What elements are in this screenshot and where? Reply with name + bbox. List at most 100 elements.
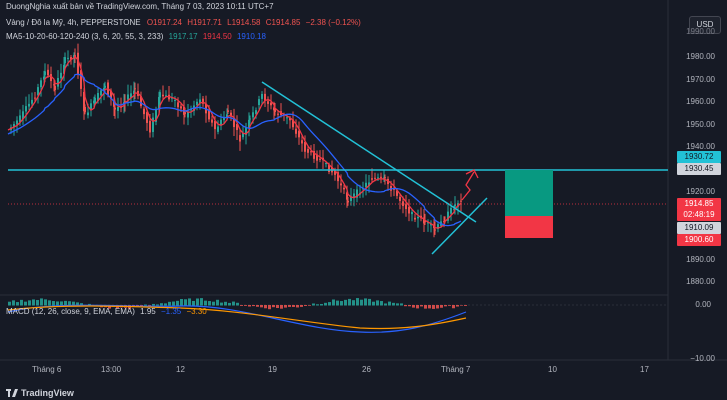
level-tag-mid: 1910.09 — [677, 222, 721, 234]
macd-histogram-bar — [80, 303, 83, 306]
macd-histogram-bar — [216, 299, 219, 306]
macd-histogram-bar — [400, 303, 403, 306]
candle-body — [393, 188, 395, 190]
macd-axis-label: 0.00 — [695, 300, 711, 309]
time-label: 12 — [176, 365, 185, 374]
descending-trendline — [261, 81, 477, 223]
macd-histogram-bar — [444, 305, 447, 307]
ma-indicator-legend[interactable]: MA5-10-20-60-120-240 (3, 6, 20, 55, 3, 2… — [6, 32, 266, 41]
candle-body — [214, 120, 216, 130]
candle-body — [450, 207, 452, 214]
candle-body — [443, 221, 445, 223]
macd-histogram-bar — [136, 305, 139, 306]
candle-body — [28, 103, 30, 107]
candle-body — [261, 93, 263, 99]
candle-body — [165, 95, 167, 97]
candle-body — [423, 217, 425, 224]
ma-value-3: 1910.18 — [236, 32, 266, 41]
macd-histogram-bar — [416, 305, 419, 309]
candle-body — [220, 119, 222, 126]
price-label: 1890.00 — [686, 255, 715, 264]
macd-histogram-bar — [248, 305, 251, 307]
open-value: O1917.24 — [146, 18, 182, 27]
candle-body — [230, 112, 232, 117]
macd-histogram-bar — [336, 300, 339, 306]
candle-body — [140, 96, 142, 107]
macd-histogram-bar — [376, 300, 379, 306]
candle-body — [337, 172, 339, 182]
candle-body — [356, 189, 358, 198]
macd-histogram-bar — [324, 302, 327, 306]
candle-body — [40, 80, 42, 88]
candle-body — [94, 97, 96, 104]
level-tag-high: 1930.72 — [677, 151, 721, 163]
tradingview-logo[interactable]: TradingView — [6, 388, 74, 398]
macd-histogram-bar — [184, 299, 187, 306]
candle-body — [90, 103, 92, 111]
macd-histogram-bar — [428, 305, 431, 309]
candle-body — [152, 117, 154, 132]
candle-body — [117, 106, 119, 111]
candle-body — [447, 211, 449, 221]
macd-histogram-bar — [148, 305, 151, 306]
macd-histogram-bar — [108, 305, 111, 309]
macd-histogram-bar — [368, 298, 371, 306]
macd-histogram-bar — [212, 301, 215, 306]
macd-histogram-bar — [360, 299, 363, 306]
candle-body — [396, 190, 398, 196]
candle-body — [444, 220, 446, 222]
candle-body — [307, 149, 309, 153]
macd-histogram-bar — [328, 302, 331, 306]
candle-body — [347, 200, 349, 203]
price-label: 1950.00 — [686, 120, 715, 129]
macd-legend[interactable]: MACD (12, 26, close, 9, EMA, EMA) 1.95 −… — [6, 307, 207, 316]
candle-body — [236, 124, 238, 131]
candle-body — [304, 142, 306, 152]
candle-body — [437, 224, 439, 229]
candle-body — [310, 151, 312, 153]
macd-histogram-bar — [320, 303, 323, 306]
macd-histogram-bar — [284, 305, 287, 308]
macd-histogram-bar — [356, 298, 359, 306]
macd-histogram-bar — [240, 305, 243, 306]
macd-histogram-bar — [316, 304, 319, 306]
change-value: −2.38 (−0.12%) — [305, 18, 361, 27]
candle-body — [233, 118, 235, 128]
candle-body — [295, 128, 297, 134]
macd-histogram-bar — [332, 299, 335, 306]
candle-body — [454, 204, 456, 207]
symbol-header[interactable]: Vàng / Đô la Mỹ, 4h, PEPPERSTONE O1917.2… — [6, 18, 361, 27]
macd-histogram-bar — [384, 303, 387, 306]
candle-body — [162, 94, 164, 97]
candle-body — [227, 110, 229, 112]
low-value: L1914.58 — [227, 18, 261, 27]
candle-body — [187, 112, 189, 118]
time-label: 26 — [362, 365, 371, 374]
candle-body — [37, 87, 39, 96]
candle-body — [365, 182, 367, 188]
candle-body — [146, 112, 148, 123]
candle-body — [434, 229, 436, 231]
macd-histogram-bar — [188, 298, 191, 306]
candle-body — [180, 106, 182, 109]
candle-body — [405, 204, 407, 210]
candle-body — [34, 97, 36, 99]
price-label: 1920.00 — [686, 187, 715, 196]
candle-body — [54, 86, 56, 91]
macd-histogram-bar — [236, 302, 239, 306]
currency-button[interactable]: USD — [689, 16, 721, 34]
time-label: 13:00 — [101, 365, 122, 374]
candle-body — [43, 76, 45, 80]
macd-histogram-bar — [440, 305, 443, 308]
candle-body — [77, 52, 79, 75]
candle-body — [270, 102, 272, 106]
candle-body — [60, 72, 62, 79]
candle-body — [25, 106, 27, 112]
macd-histogram-bar — [48, 300, 51, 306]
macd-axis-label: −10.00 — [690, 354, 715, 363]
candle-body — [158, 97, 160, 109]
macd-histogram-bar — [40, 298, 43, 306]
candle-body — [239, 135, 241, 142]
candle-body — [19, 115, 21, 122]
